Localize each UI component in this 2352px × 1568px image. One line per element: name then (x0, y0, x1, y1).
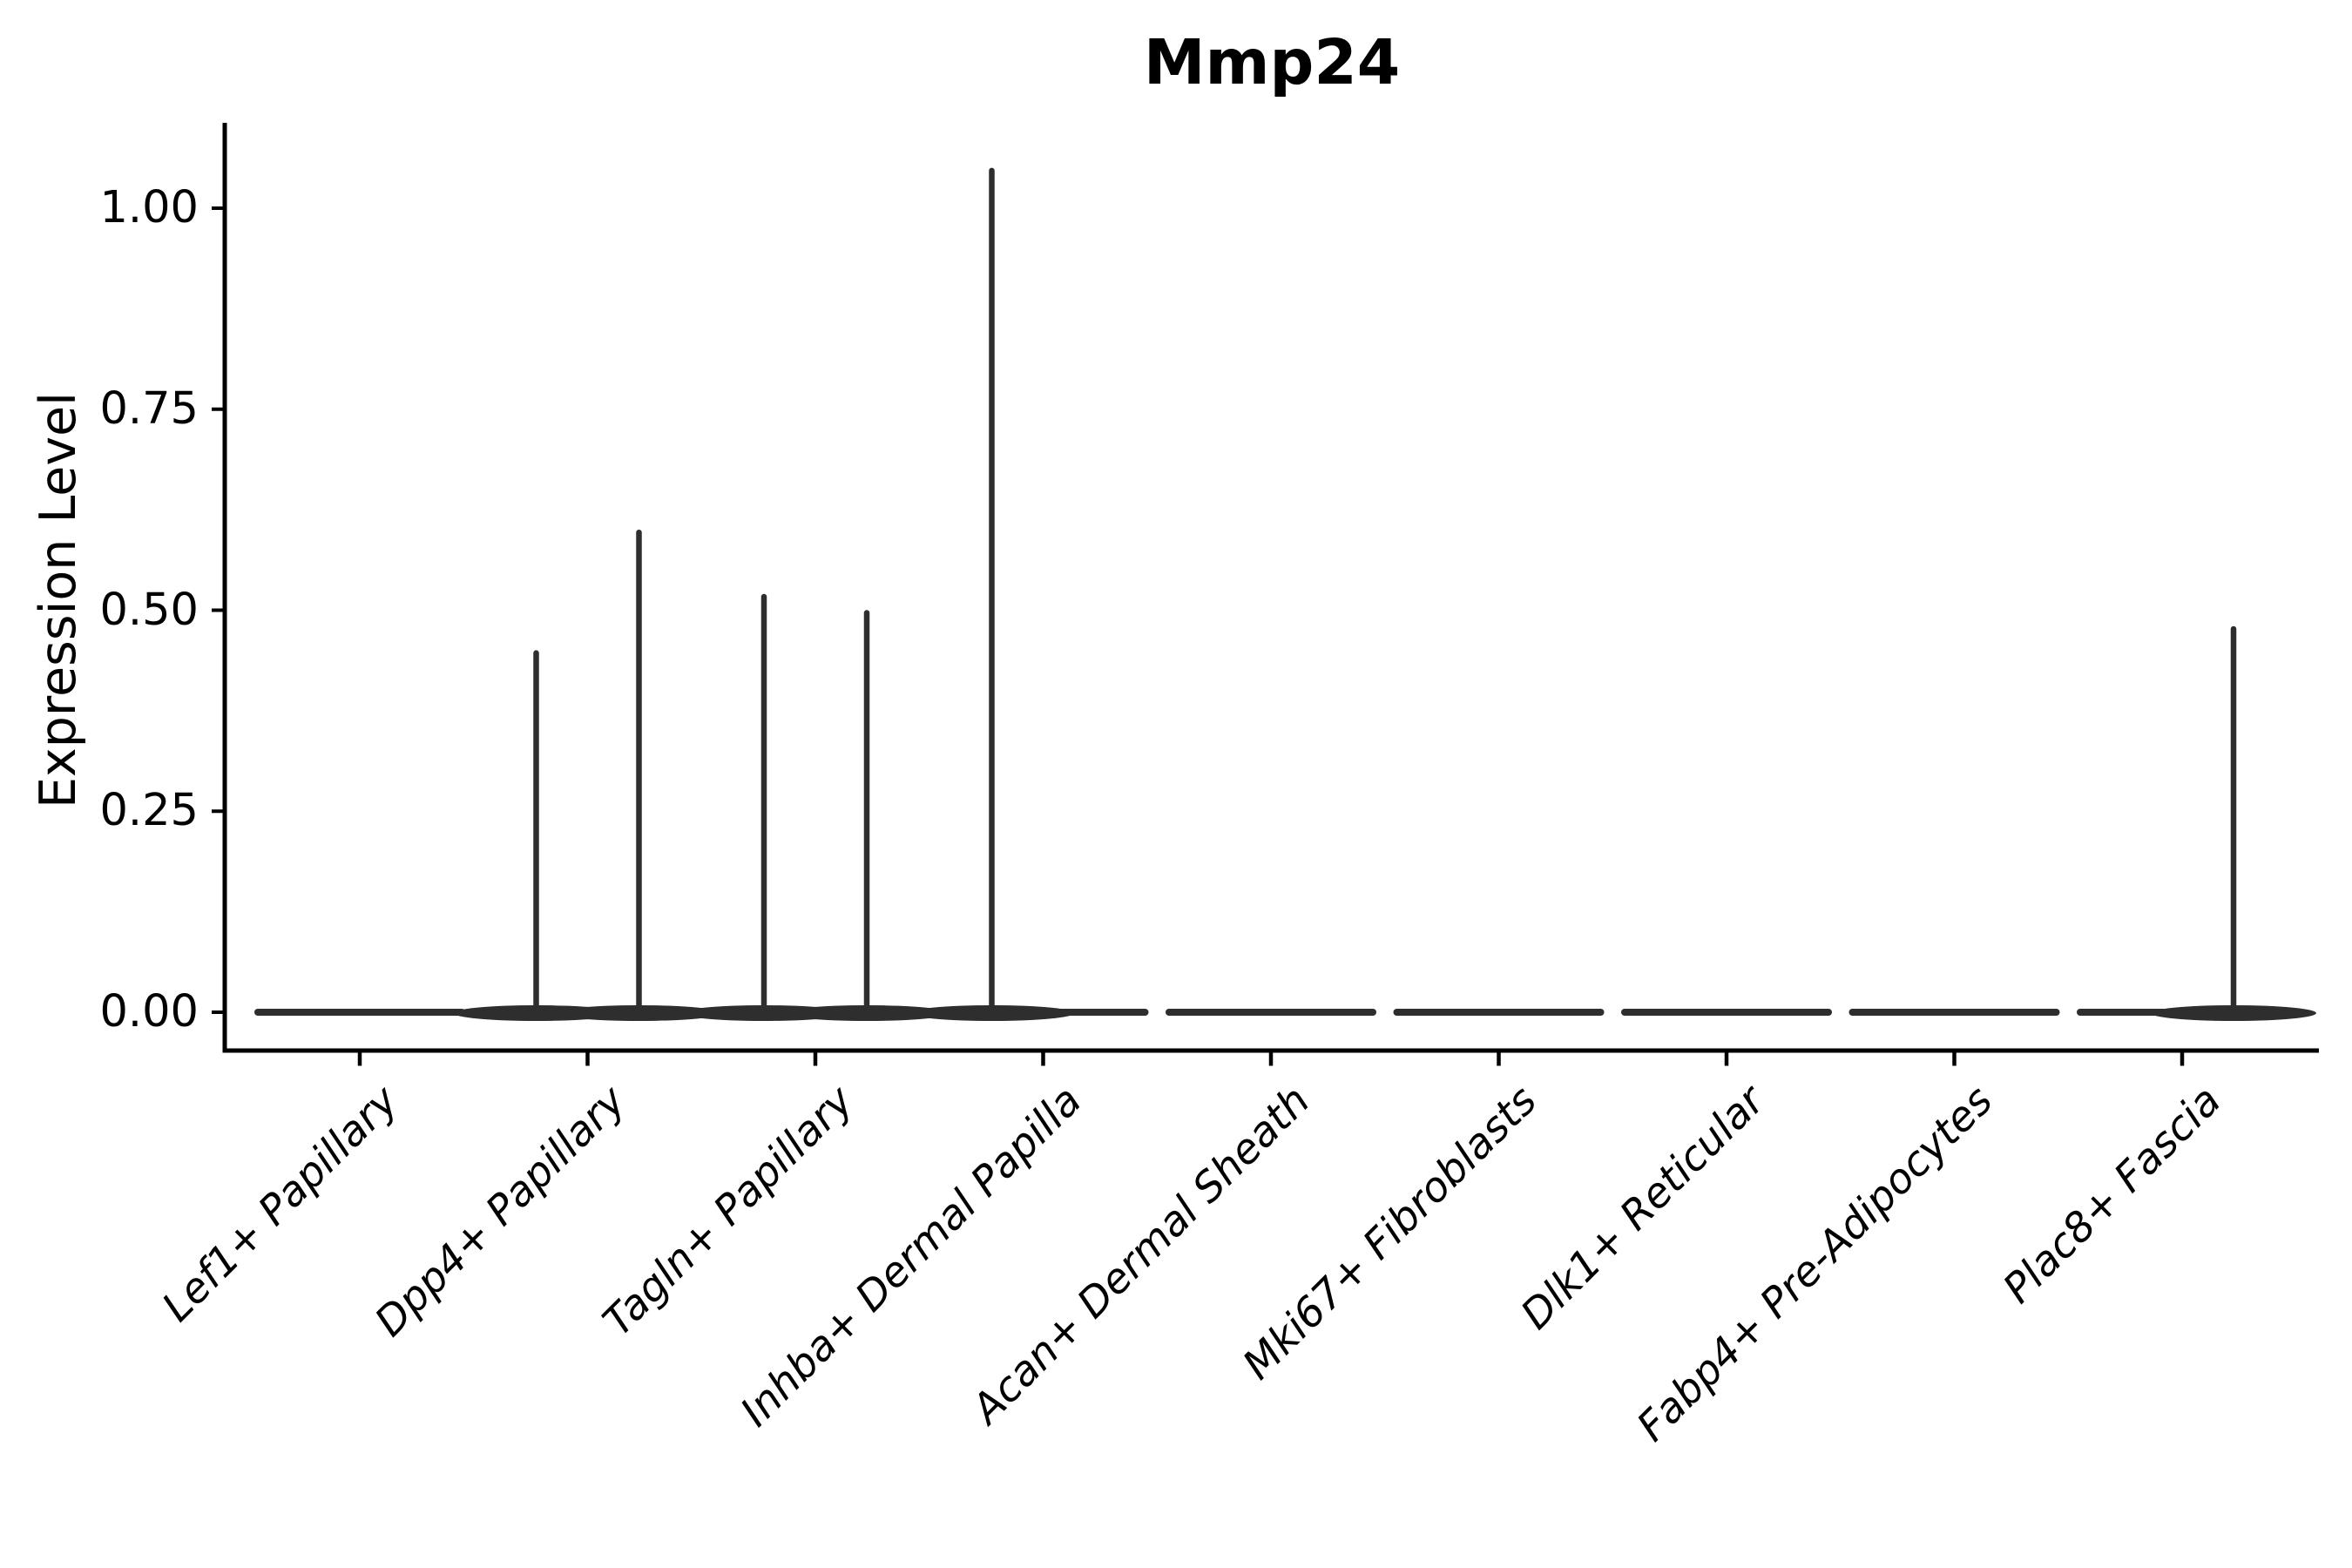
y-tick-label: 0.75 (99, 382, 199, 435)
violin-baseline (1166, 1009, 1376, 1016)
violin-baseline (937, 1009, 1149, 1016)
chart-title: Mmp24 (1143, 26, 1401, 98)
violin-baseline (254, 1009, 465, 1016)
y-tick-label: 0.00 (99, 986, 199, 1037)
violin-baseline (1393, 1009, 1605, 1016)
violin-baseline (482, 1009, 693, 1016)
violin-baseline (710, 1009, 921, 1016)
y-tick-label: 0.50 (99, 584, 199, 636)
violin-baseline (2077, 1009, 2288, 1016)
y-tick-label: 1.00 (99, 182, 199, 233)
violin-baseline (1621, 1009, 1832, 1016)
y-tick-label: 0.25 (99, 785, 199, 837)
violin-baseline (1848, 1009, 2060, 1016)
